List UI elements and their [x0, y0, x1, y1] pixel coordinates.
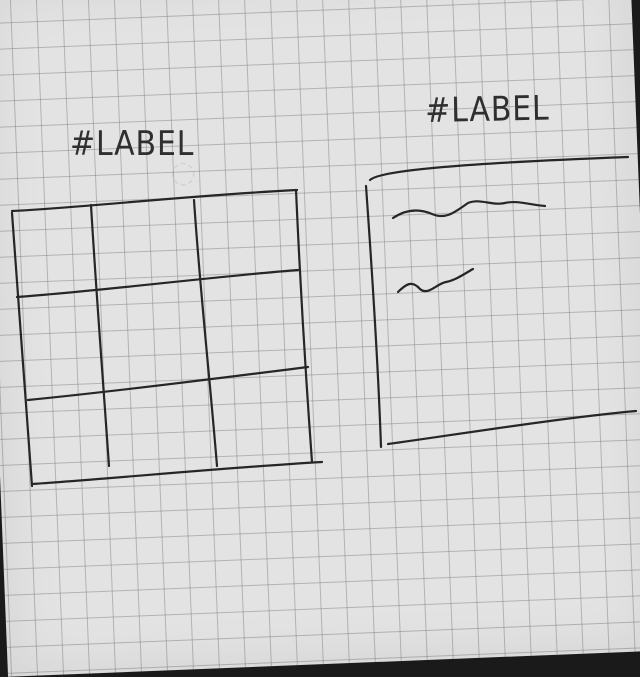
panel-top-border: [368, 155, 630, 182]
table-top-border: [10, 188, 299, 213]
text-line-2: [396, 267, 475, 294]
sketch-drawing: [10, 155, 638, 488]
table-right-border: [294, 188, 314, 464]
panel-bottom-border: [386, 409, 638, 446]
label-left: #LABEL: [70, 124, 195, 164]
table-left-border: [10, 211, 34, 488]
table-col-divider-2: [192, 198, 219, 468]
table-col-divider-1: [89, 203, 111, 468]
faint-showthrough: ◌: [170, 155, 197, 190]
text-panel-sketch: [364, 155, 638, 449]
panel-left-border: [364, 184, 383, 449]
table-bottom-border: [30, 460, 324, 486]
text-line-1: [391, 200, 547, 220]
table-row-divider-2: [26, 365, 310, 402]
table-sketch: [10, 188, 324, 488]
table-row-divider-1: [15, 268, 300, 299]
